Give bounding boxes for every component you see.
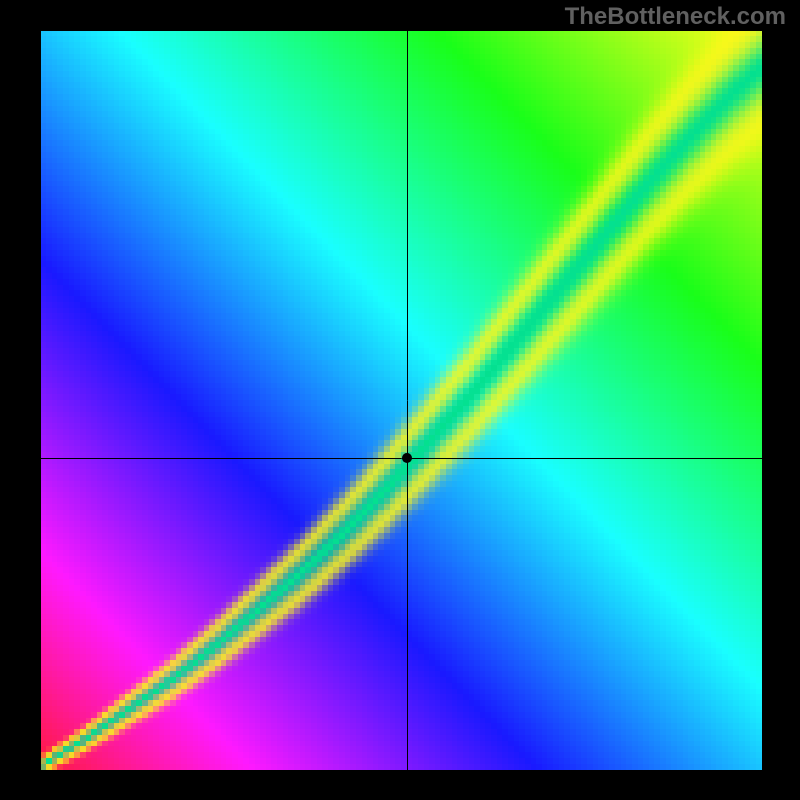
bottleneck-heatmap bbox=[41, 31, 762, 770]
figure-root: { "canvas": { "width": 800, "height": 80… bbox=[0, 0, 800, 800]
watermark-text: TheBottleneck.com bbox=[565, 3, 786, 31]
